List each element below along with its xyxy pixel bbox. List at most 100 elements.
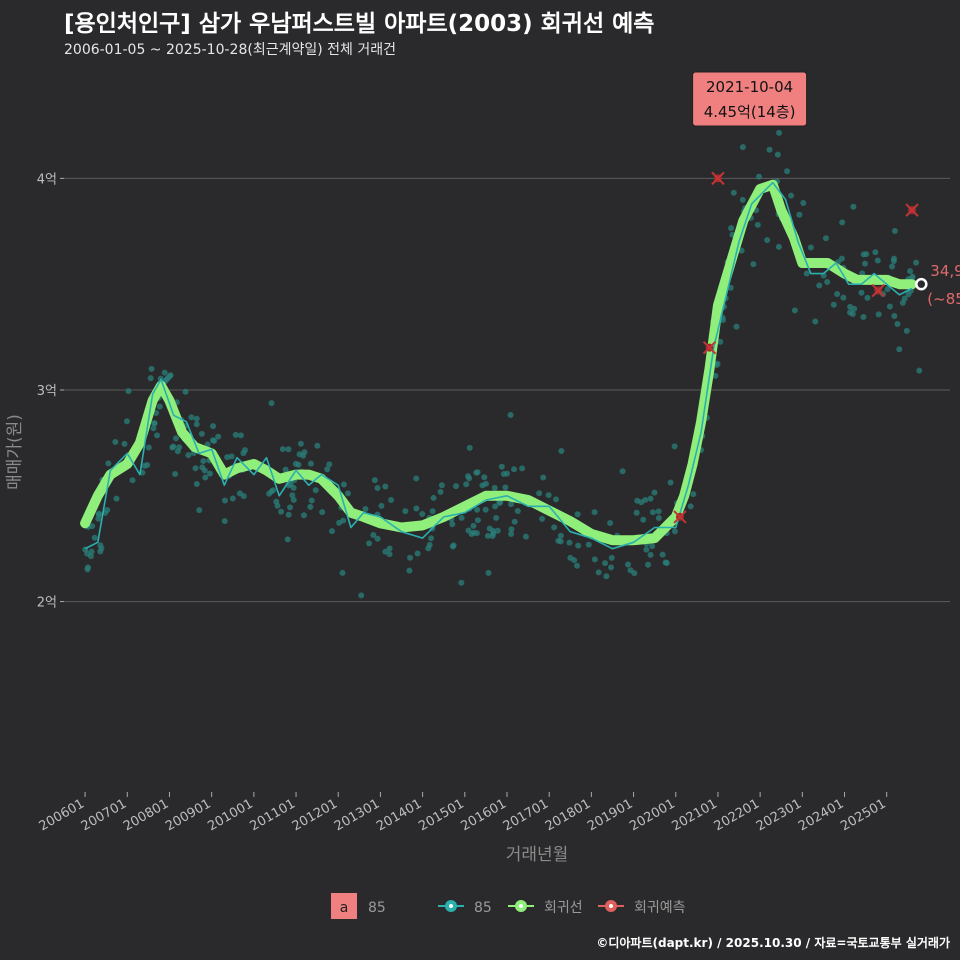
scatter-point <box>307 503 314 510</box>
scatter-point <box>200 458 207 465</box>
x-tick-label: 202401 <box>796 796 846 834</box>
scatter-point <box>504 470 511 477</box>
scatter-point <box>816 282 823 289</box>
scatter-point <box>340 517 347 524</box>
scatter-point <box>105 460 112 467</box>
scatter-point <box>406 567 413 574</box>
scatter-point <box>643 546 650 553</box>
scatter-point <box>153 409 160 416</box>
scatter-point <box>300 512 307 519</box>
scatter-point <box>539 515 546 522</box>
scatter-point <box>640 516 647 523</box>
scatter-point <box>167 372 174 379</box>
credit-text: ©디아파트(dapt.kr) / 2025.10.30 / 자료=국토교통부 실… <box>596 936 950 950</box>
scatter-point <box>430 494 437 501</box>
scatter-point <box>645 561 652 568</box>
scatter-point <box>482 480 489 487</box>
scatter-point <box>553 496 560 503</box>
scatter-point <box>193 421 200 428</box>
scatter-point <box>473 469 480 476</box>
scatter-point <box>339 569 346 576</box>
scatter-point <box>567 554 574 561</box>
scatter-point <box>625 561 632 568</box>
scatter-point <box>402 508 409 515</box>
scatter-point <box>627 567 634 574</box>
x-tick-label: 201101 <box>248 796 298 834</box>
x-tick-label: 201001 <box>205 796 255 834</box>
scatter-point <box>507 411 514 418</box>
x-tick-label: 202501 <box>838 796 888 834</box>
scatter-point <box>419 511 426 518</box>
scatter-point <box>764 237 771 244</box>
scatter-point <box>232 431 239 438</box>
scatter-point <box>121 440 128 447</box>
scatter-point <box>738 247 745 254</box>
annotation-date: 2021-10-04 <box>706 78 793 96</box>
scatter-point <box>287 481 294 488</box>
scatter-point <box>595 569 602 576</box>
scatter-point <box>112 438 119 445</box>
scatter-point <box>270 487 277 494</box>
scatter-point <box>426 541 433 548</box>
scatter-point <box>651 489 658 496</box>
scatter-point <box>671 528 678 535</box>
x-tick-label: 200801 <box>121 796 171 834</box>
scatter-point <box>649 509 656 516</box>
scatter-point <box>470 529 477 536</box>
scatter-point <box>655 515 662 522</box>
scatter-point <box>290 496 297 503</box>
forecast-point <box>871 283 885 298</box>
scatter-point <box>717 338 724 345</box>
scatter-point <box>474 517 481 524</box>
scatter-point <box>540 474 547 481</box>
scatter-point <box>728 225 735 232</box>
scatter-point <box>161 369 168 376</box>
scatter-point <box>485 569 492 576</box>
scatter-point <box>297 440 304 447</box>
legend-label: 85 <box>368 900 386 916</box>
scatter-point <box>508 501 515 508</box>
scatter-point <box>894 321 901 328</box>
end-label-price: 34,979 <box>930 262 960 280</box>
scatter-point <box>502 484 509 491</box>
annotation-value: 4.45억(14층) <box>704 103 796 121</box>
scatter-point <box>860 314 867 321</box>
scatter-point <box>98 545 105 552</box>
scatter-point <box>494 527 501 534</box>
scatter-point <box>585 541 592 548</box>
scatter-point <box>84 550 91 557</box>
scatter-point <box>916 367 923 374</box>
scatter-point <box>655 508 662 515</box>
scatter-point <box>196 507 203 514</box>
y-tick-label: 3억 <box>37 384 57 399</box>
regression-line <box>80 179 917 546</box>
scatter-point <box>847 309 854 316</box>
scatter-point <box>458 514 465 521</box>
scatter-point <box>193 481 200 488</box>
scatter-point <box>382 483 389 490</box>
scatter-point <box>619 468 626 475</box>
scatter-point <box>358 592 365 599</box>
scatter-point <box>891 312 898 319</box>
scatter-point <box>324 466 331 473</box>
scatter-point <box>386 551 393 558</box>
scatter-point <box>91 534 98 541</box>
scatter-point <box>884 286 891 293</box>
scatter-point <box>279 446 286 453</box>
scatter-point <box>647 495 654 502</box>
scatter-point <box>237 432 244 439</box>
scatter-point <box>145 444 152 451</box>
scatter-point <box>812 318 819 325</box>
scatter-point <box>210 423 217 430</box>
scatter-point <box>104 506 111 513</box>
scatter-point <box>739 196 746 203</box>
scatter-point <box>860 251 867 258</box>
scatter-point <box>498 463 505 470</box>
x-tick-label: 201401 <box>374 796 424 834</box>
scatter-point <box>913 259 920 266</box>
scatter-point <box>796 211 803 218</box>
scatter-point <box>508 530 515 537</box>
scatter-point <box>508 526 515 533</box>
scatter-point <box>484 532 491 539</box>
scatter-point <box>154 432 161 439</box>
